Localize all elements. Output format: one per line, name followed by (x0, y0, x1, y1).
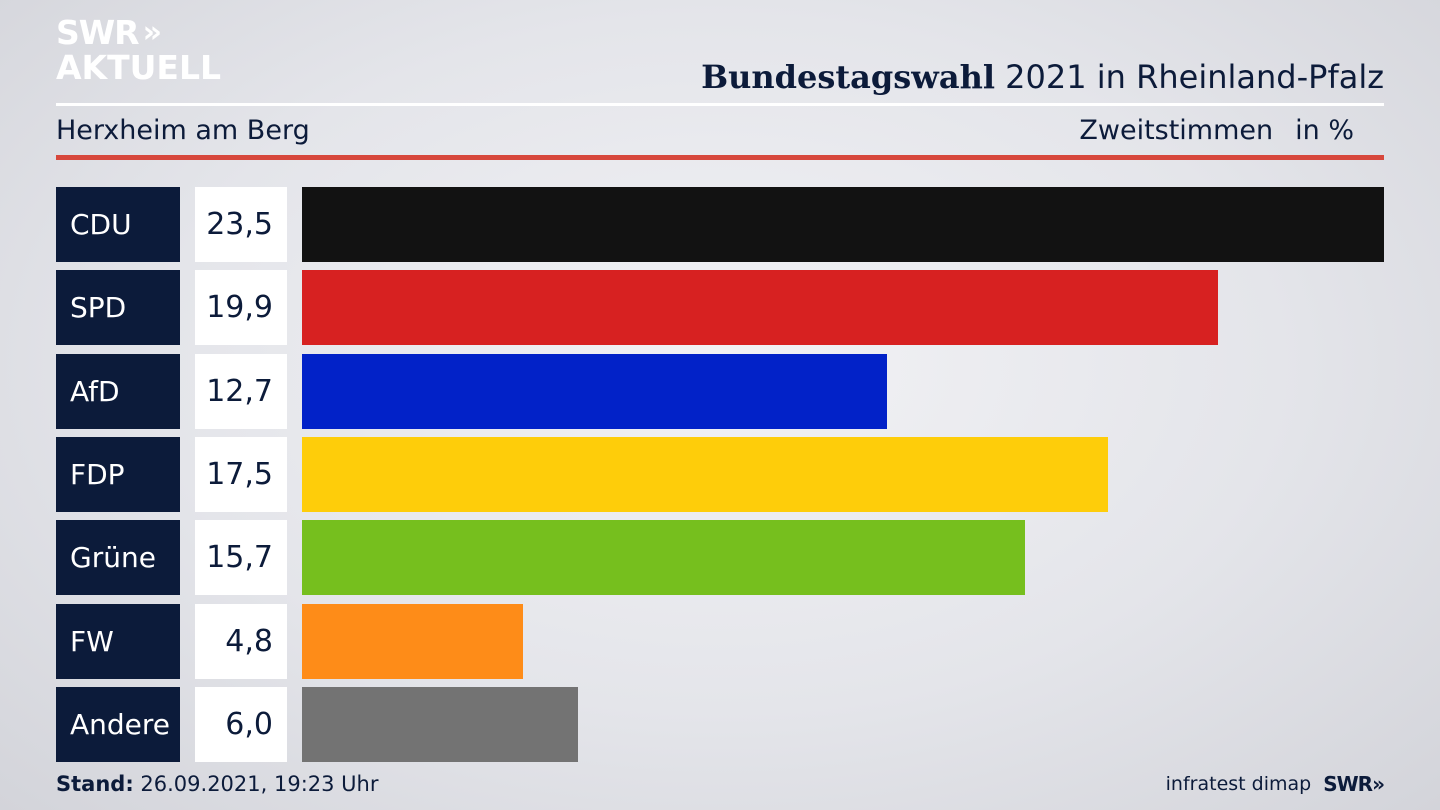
bar-row: Grüne 15,7 (56, 520, 1384, 596)
bar-row: FDP 17,5 (56, 436, 1384, 512)
value-label: 23,5 (195, 187, 287, 262)
bar-row: CDU 23,5 (56, 187, 1384, 262)
party-label: CDU (56, 187, 180, 262)
measure-label: Zweitstimmen in % (1079, 115, 1354, 146)
bar-row: AfD 12,7 (56, 353, 1384, 429)
footer-credits: infratest dimap SWR» (1165, 772, 1385, 796)
value-label: 17,5 (195, 436, 287, 512)
value-label: 4,8 (195, 603, 287, 679)
swr-footer-logo: SWR» (1323, 772, 1385, 796)
party-label: Andere (56, 686, 180, 762)
bar (302, 270, 1219, 346)
title-rest: 2021 in Rheinland-Pfalz (995, 58, 1384, 96)
swr-aktuell-logo: SWR» AKTUELL (56, 16, 221, 84)
bar-chart: CDU 23,5 SPD 19,9 AfD 12,7 FDP 17,5 Grüne 15,7 FW 4… (56, 187, 1384, 762)
logo-line2: AKTUELL (56, 48, 222, 87)
party-label: Grüne (56, 520, 180, 596)
stand-label: Stand: (56, 772, 134, 796)
bar (302, 436, 1108, 512)
logo-line1: SWR (56, 13, 140, 52)
unit-text: in % (1295, 115, 1354, 146)
bar (302, 686, 579, 762)
bar-row: SPD 19,9 (56, 270, 1384, 346)
source-label: infratest dimap (1165, 773, 1312, 795)
page-title: Bundestagswahl 2021 in Rheinland-Pfalz (701, 58, 1384, 96)
bar (302, 520, 1025, 596)
value-label: 15,7 (195, 520, 287, 596)
party-label: SPD (56, 270, 180, 346)
value-label: 6,0 (195, 686, 287, 762)
brand-text: SWR (1323, 772, 1373, 796)
value-label: 19,9 (195, 270, 287, 346)
measure-text: Zweitstimmen (1079, 115, 1274, 146)
title-bold: Bundestagswahl (701, 58, 995, 96)
bar (302, 603, 523, 679)
brand-chevrons-icon: » (1372, 772, 1385, 796)
stand-value: 26.09.2021, 19:23 Uhr (133, 772, 379, 796)
logo-chevrons-icon: » (142, 14, 163, 50)
party-label: FDP (56, 436, 180, 512)
divider-red (56, 155, 1384, 160)
bar-row: FW 4,8 (56, 603, 1384, 679)
party-label: AfD (56, 353, 180, 429)
divider-white (56, 103, 1384, 106)
region-name: Herxheim am Berg (56, 115, 310, 146)
party-label: FW (56, 603, 180, 679)
timestamp: Stand: 26.09.2021, 19:23 Uhr (56, 772, 379, 796)
bar (302, 353, 887, 429)
bar (302, 187, 1384, 262)
bar-row: Andere 6,0 (56, 686, 1384, 762)
value-label: 12,7 (195, 353, 287, 429)
